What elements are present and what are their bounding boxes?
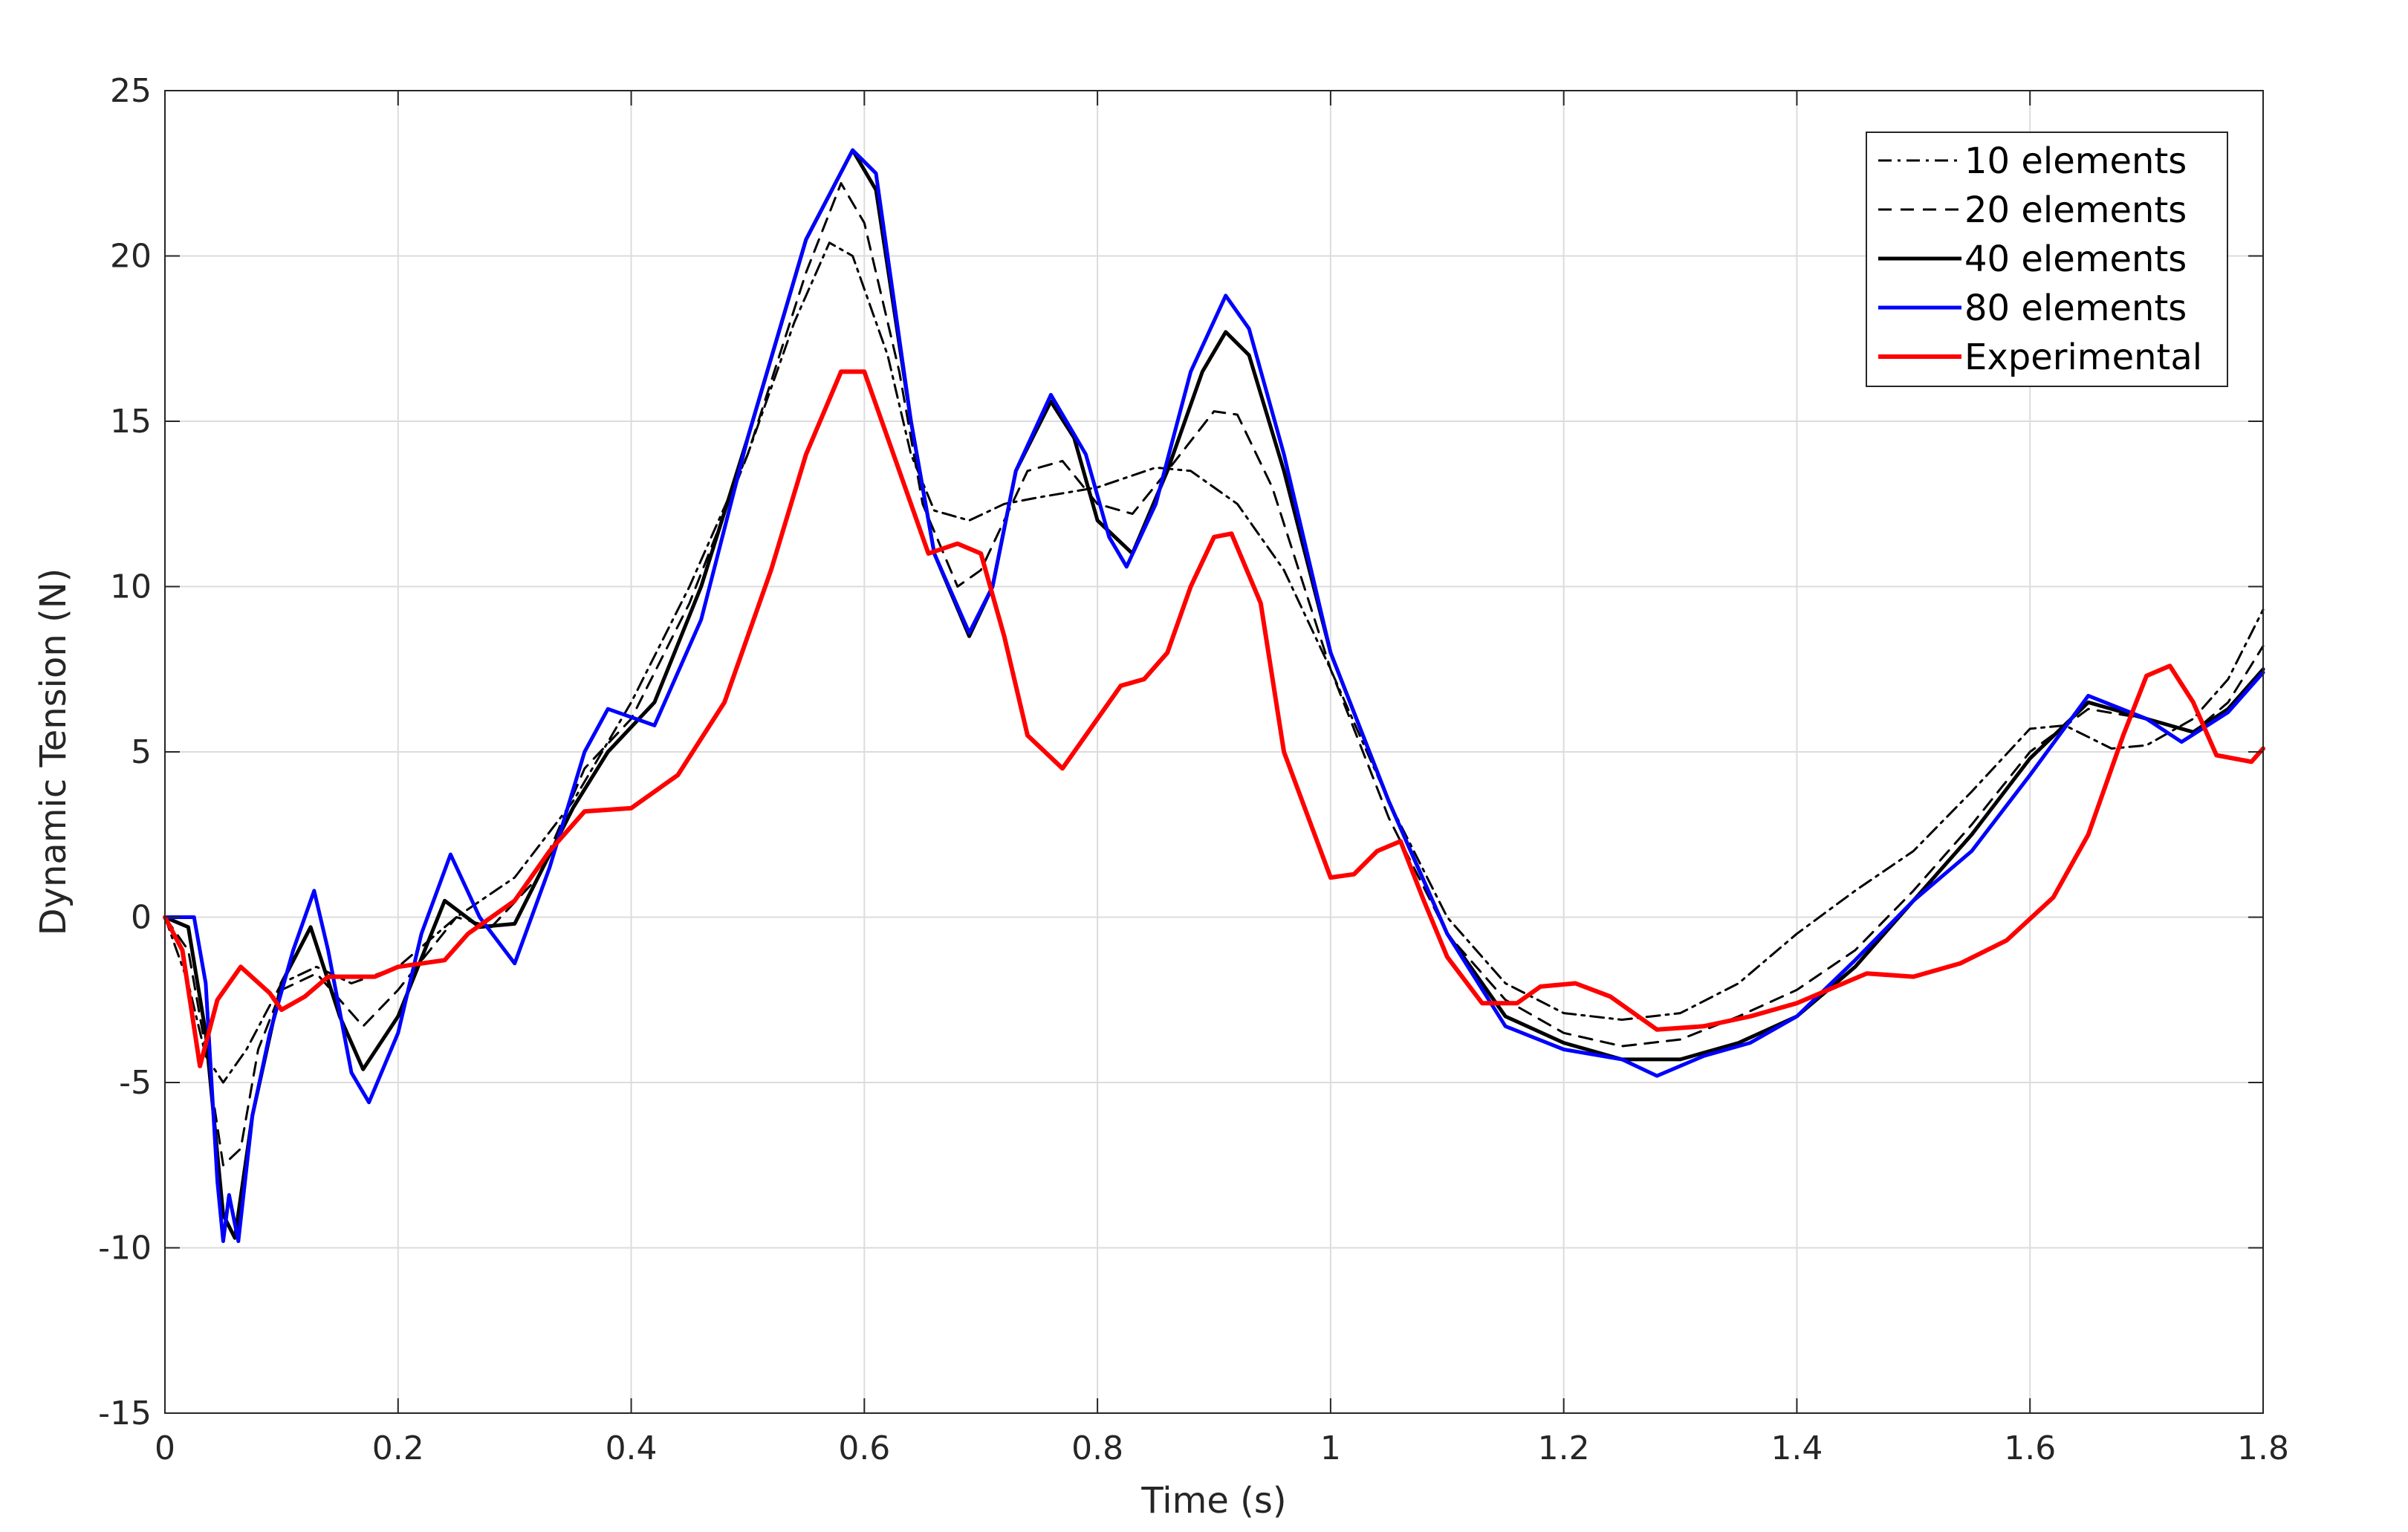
x-axis-label: Time (s) xyxy=(1140,1480,1286,1522)
y-tick-label: 0 xyxy=(131,899,152,937)
x-tick-label: 1.2 xyxy=(1538,1429,1590,1467)
legend-item: 80 elements xyxy=(1878,288,2187,329)
y-tick-label: -5 xyxy=(119,1064,152,1102)
y-tick-label: 10 xyxy=(110,568,152,606)
y-tick-labels: -15 -10 -5 0 5 10 15 20 25 xyxy=(98,72,152,1432)
legend: 10 elements 20 elements 40 elements 80 elem… xyxy=(1866,132,2228,387)
series-line-20-elements xyxy=(163,182,2265,1166)
legend-items: 10 elements 20 elements 40 elements 80 elem… xyxy=(1878,140,2202,378)
x-tick-label: 0.8 xyxy=(1071,1429,1123,1467)
x-tick-label: 1.6 xyxy=(2004,1429,2056,1467)
series-line-experimental xyxy=(163,369,2265,1068)
x-tick-label: 0.2 xyxy=(372,1429,424,1467)
x-tick-label: 0.6 xyxy=(838,1429,890,1467)
series-line-80-elements xyxy=(163,148,2265,1244)
series-lines xyxy=(163,148,2265,1244)
legend-item: 40 elements xyxy=(1878,238,2187,280)
x-tick-label: 0 xyxy=(155,1429,175,1467)
series-line-10-elements xyxy=(163,241,2265,1084)
legend-label: 80 elements xyxy=(1964,288,2187,329)
y-tick-label: 15 xyxy=(110,403,152,441)
y-tick-label: 5 xyxy=(131,733,152,771)
y-tick-label: -10 xyxy=(98,1230,152,1268)
legend-item: 10 elements xyxy=(1878,140,2187,182)
x-tick-label: 1.4 xyxy=(1771,1429,1823,1467)
legend-item: 20 elements xyxy=(1878,189,2187,231)
x-tick-label: 1.8 xyxy=(2237,1429,2289,1467)
y-tick-label: -15 xyxy=(98,1395,152,1432)
y-tick-label: 20 xyxy=(110,238,152,276)
legend-label: 20 elements xyxy=(1964,189,2187,231)
ticks xyxy=(164,90,2264,1414)
legend-label: Experimental xyxy=(1964,337,2202,378)
y-axis-label: Dynamic Tension (N) xyxy=(33,568,74,936)
x-tick-label: 0.4 xyxy=(606,1429,658,1467)
legend-label: 40 elements xyxy=(1964,238,2187,280)
x-tick-label: 1 xyxy=(1320,1429,1341,1467)
legend-label: 10 elements xyxy=(1964,140,2187,182)
y-tick-label: 25 xyxy=(110,72,152,110)
legend-item: Experimental xyxy=(1878,337,2202,378)
x-tick-labels: 0 0.2 0.4 0.6 0.8 1 1.2 1.4 1.6 1.8 xyxy=(155,1429,2289,1467)
